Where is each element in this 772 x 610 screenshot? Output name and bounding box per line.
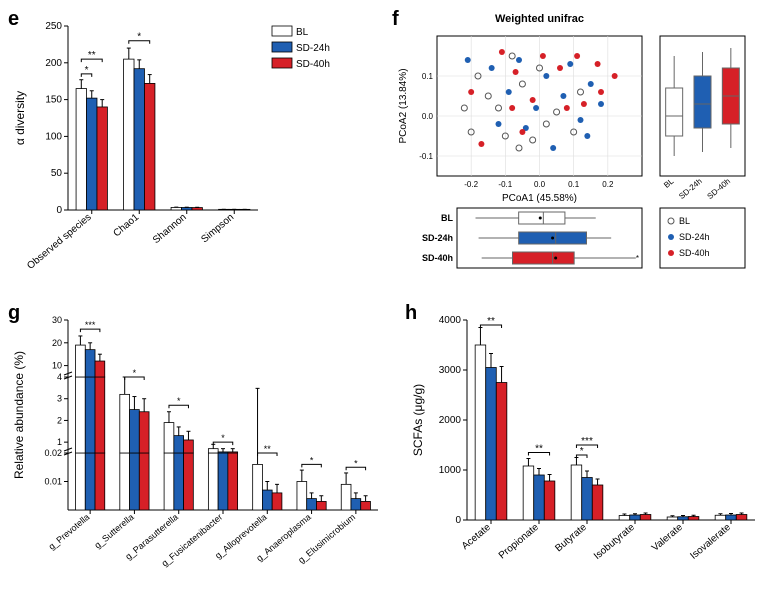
svg-text:0: 0 — [455, 515, 461, 526]
svg-text:*: * — [137, 32, 141, 43]
svg-text:Acetate: Acetate — [460, 522, 493, 553]
svg-text:PCoA2 (13.84%): PCoA2 (13.84%) — [398, 68, 409, 143]
svg-text:Weighted unifrac: Weighted unifrac — [495, 13, 584, 25]
svg-text:20: 20 — [52, 338, 62, 348]
svg-text:3: 3 — [57, 394, 62, 404]
panel-g-label: g — [8, 302, 20, 325]
svg-text:0.1: 0.1 — [568, 180, 580, 189]
svg-text:0.2: 0.2 — [602, 180, 614, 189]
svg-text:SD-40h: SD-40h — [422, 253, 453, 263]
svg-text:α diversity: α diversity — [13, 91, 27, 145]
svg-text:BL: BL — [441, 213, 453, 223]
svg-text:*: * — [85, 65, 89, 76]
svg-text:2000: 2000 — [439, 415, 462, 426]
svg-text:Shannon: Shannon — [151, 212, 189, 246]
svg-text:-0.2: -0.2 — [464, 180, 478, 189]
svg-text:250: 250 — [45, 21, 62, 32]
svg-text:**: ** — [88, 50, 96, 61]
svg-text:4000: 4000 — [439, 315, 462, 326]
svg-text:**: ** — [264, 444, 272, 454]
svg-text:Butyrate: Butyrate — [553, 522, 589, 555]
panel-e-chart: 0 50 100 150 200 250 α diversity Observed speci… — [8, 8, 378, 288]
svg-text:g_Prevotella: g_Prevotella — [47, 512, 92, 552]
panel-e-label: e — [8, 8, 19, 31]
svg-text:200: 200 — [45, 58, 62, 69]
svg-text:100: 100 — [45, 131, 62, 142]
svg-text:Chao1: Chao1 — [112, 212, 142, 240]
svg-text:Isobutyrate: Isobutyrate — [592, 522, 637, 563]
svg-text:0: 0 — [56, 205, 62, 216]
svg-text:4: 4 — [57, 372, 62, 382]
svg-text:3000: 3000 — [439, 365, 462, 376]
svg-text:SD-40h: SD-40h — [679, 248, 710, 258]
svg-text:-0.1: -0.1 — [498, 180, 512, 189]
panel-g: g 0.01 0.021 2 3 410 20 30 Relative abundance (… — [8, 302, 388, 602]
svg-text:-0.1: -0.1 — [419, 152, 433, 161]
panel-f-chart: Weighted unifrac -0.2 -0.1 0.0 0.1 0.2 -0.1 0.0… — [392, 8, 762, 288]
svg-text:g_Sutterella: g_Sutterella — [92, 512, 135, 551]
svg-text:BL: BL — [296, 27, 309, 38]
svg-text:0.1: 0.1 — [422, 72, 434, 81]
svg-text:Simpson: Simpson — [199, 212, 236, 245]
svg-text:*: * — [354, 458, 358, 468]
svg-text:0.0: 0.0 — [534, 180, 546, 189]
svg-text:*: * — [310, 455, 314, 465]
svg-text:SD-24h: SD-24h — [296, 43, 330, 54]
svg-text:0.01: 0.01 — [44, 477, 62, 487]
svg-text:SCFAs (μg/g): SCFAs (μg/g) — [411, 384, 425, 456]
svg-text:30: 30 — [52, 315, 62, 325]
panel-f: f Weighted unifrac -0.2 -0.1 0.0 0.1 0.2 -0.1 0… — [392, 8, 762, 288]
svg-text:Relative abundance (%): Relative abundance (%) — [12, 351, 26, 479]
svg-text:*: * — [580, 446, 584, 457]
svg-text:PCoA1 (45.58%): PCoA1 (45.58%) — [502, 193, 577, 204]
svg-text:SD-40h: SD-40h — [296, 59, 330, 70]
svg-text:BL: BL — [662, 176, 676, 190]
svg-text:**: ** — [535, 444, 543, 455]
svg-text:BL: BL — [679, 216, 690, 226]
svg-text:Isovalerate: Isovalerate — [688, 522, 733, 562]
svg-text:**: ** — [487, 316, 495, 327]
svg-text:2: 2 — [57, 415, 62, 425]
svg-text:***: *** — [85, 320, 96, 330]
panel-e: e 0 50 100 150 200 250 α diversity Observed spe… — [8, 8, 378, 288]
svg-text:SD-40h: SD-40h — [706, 177, 733, 201]
svg-text:1: 1 — [57, 437, 62, 447]
panel-f-label: f — [392, 8, 399, 31]
svg-text:0.02: 0.02 — [44, 448, 62, 458]
svg-text:Propionate: Propionate — [497, 522, 541, 562]
svg-text:SD-24h: SD-24h — [422, 233, 453, 243]
panel-h-label: h — [405, 302, 417, 325]
svg-text:150: 150 — [45, 95, 62, 106]
svg-text:*: * — [133, 368, 137, 378]
svg-text:SD-24h: SD-24h — [677, 177, 704, 201]
svg-text:Observed species: Observed species — [25, 212, 93, 272]
svg-text:10: 10 — [52, 361, 62, 371]
svg-text:SD-24h: SD-24h — [679, 232, 710, 242]
svg-text:50: 50 — [51, 168, 63, 179]
panel-g-chart: 0.01 0.021 2 3 410 20 30 Relative abundance (%)… — [8, 302, 388, 602]
panel-h-chart: 0 1000 2000 3000 4000 SCFAs (μg/g) AcetateProp… — [405, 302, 765, 602]
panel-h: h 0 1000 2000 3000 4000 SCFAs (μg/g) AcetatePr… — [405, 302, 765, 602]
svg-text:*: * — [221, 433, 225, 443]
svg-text:*: * — [636, 254, 639, 263]
svg-text:*: * — [177, 396, 181, 406]
svg-text:1000: 1000 — [439, 465, 462, 476]
svg-text:Valerate: Valerate — [650, 522, 685, 554]
svg-text:0.0: 0.0 — [422, 112, 434, 121]
